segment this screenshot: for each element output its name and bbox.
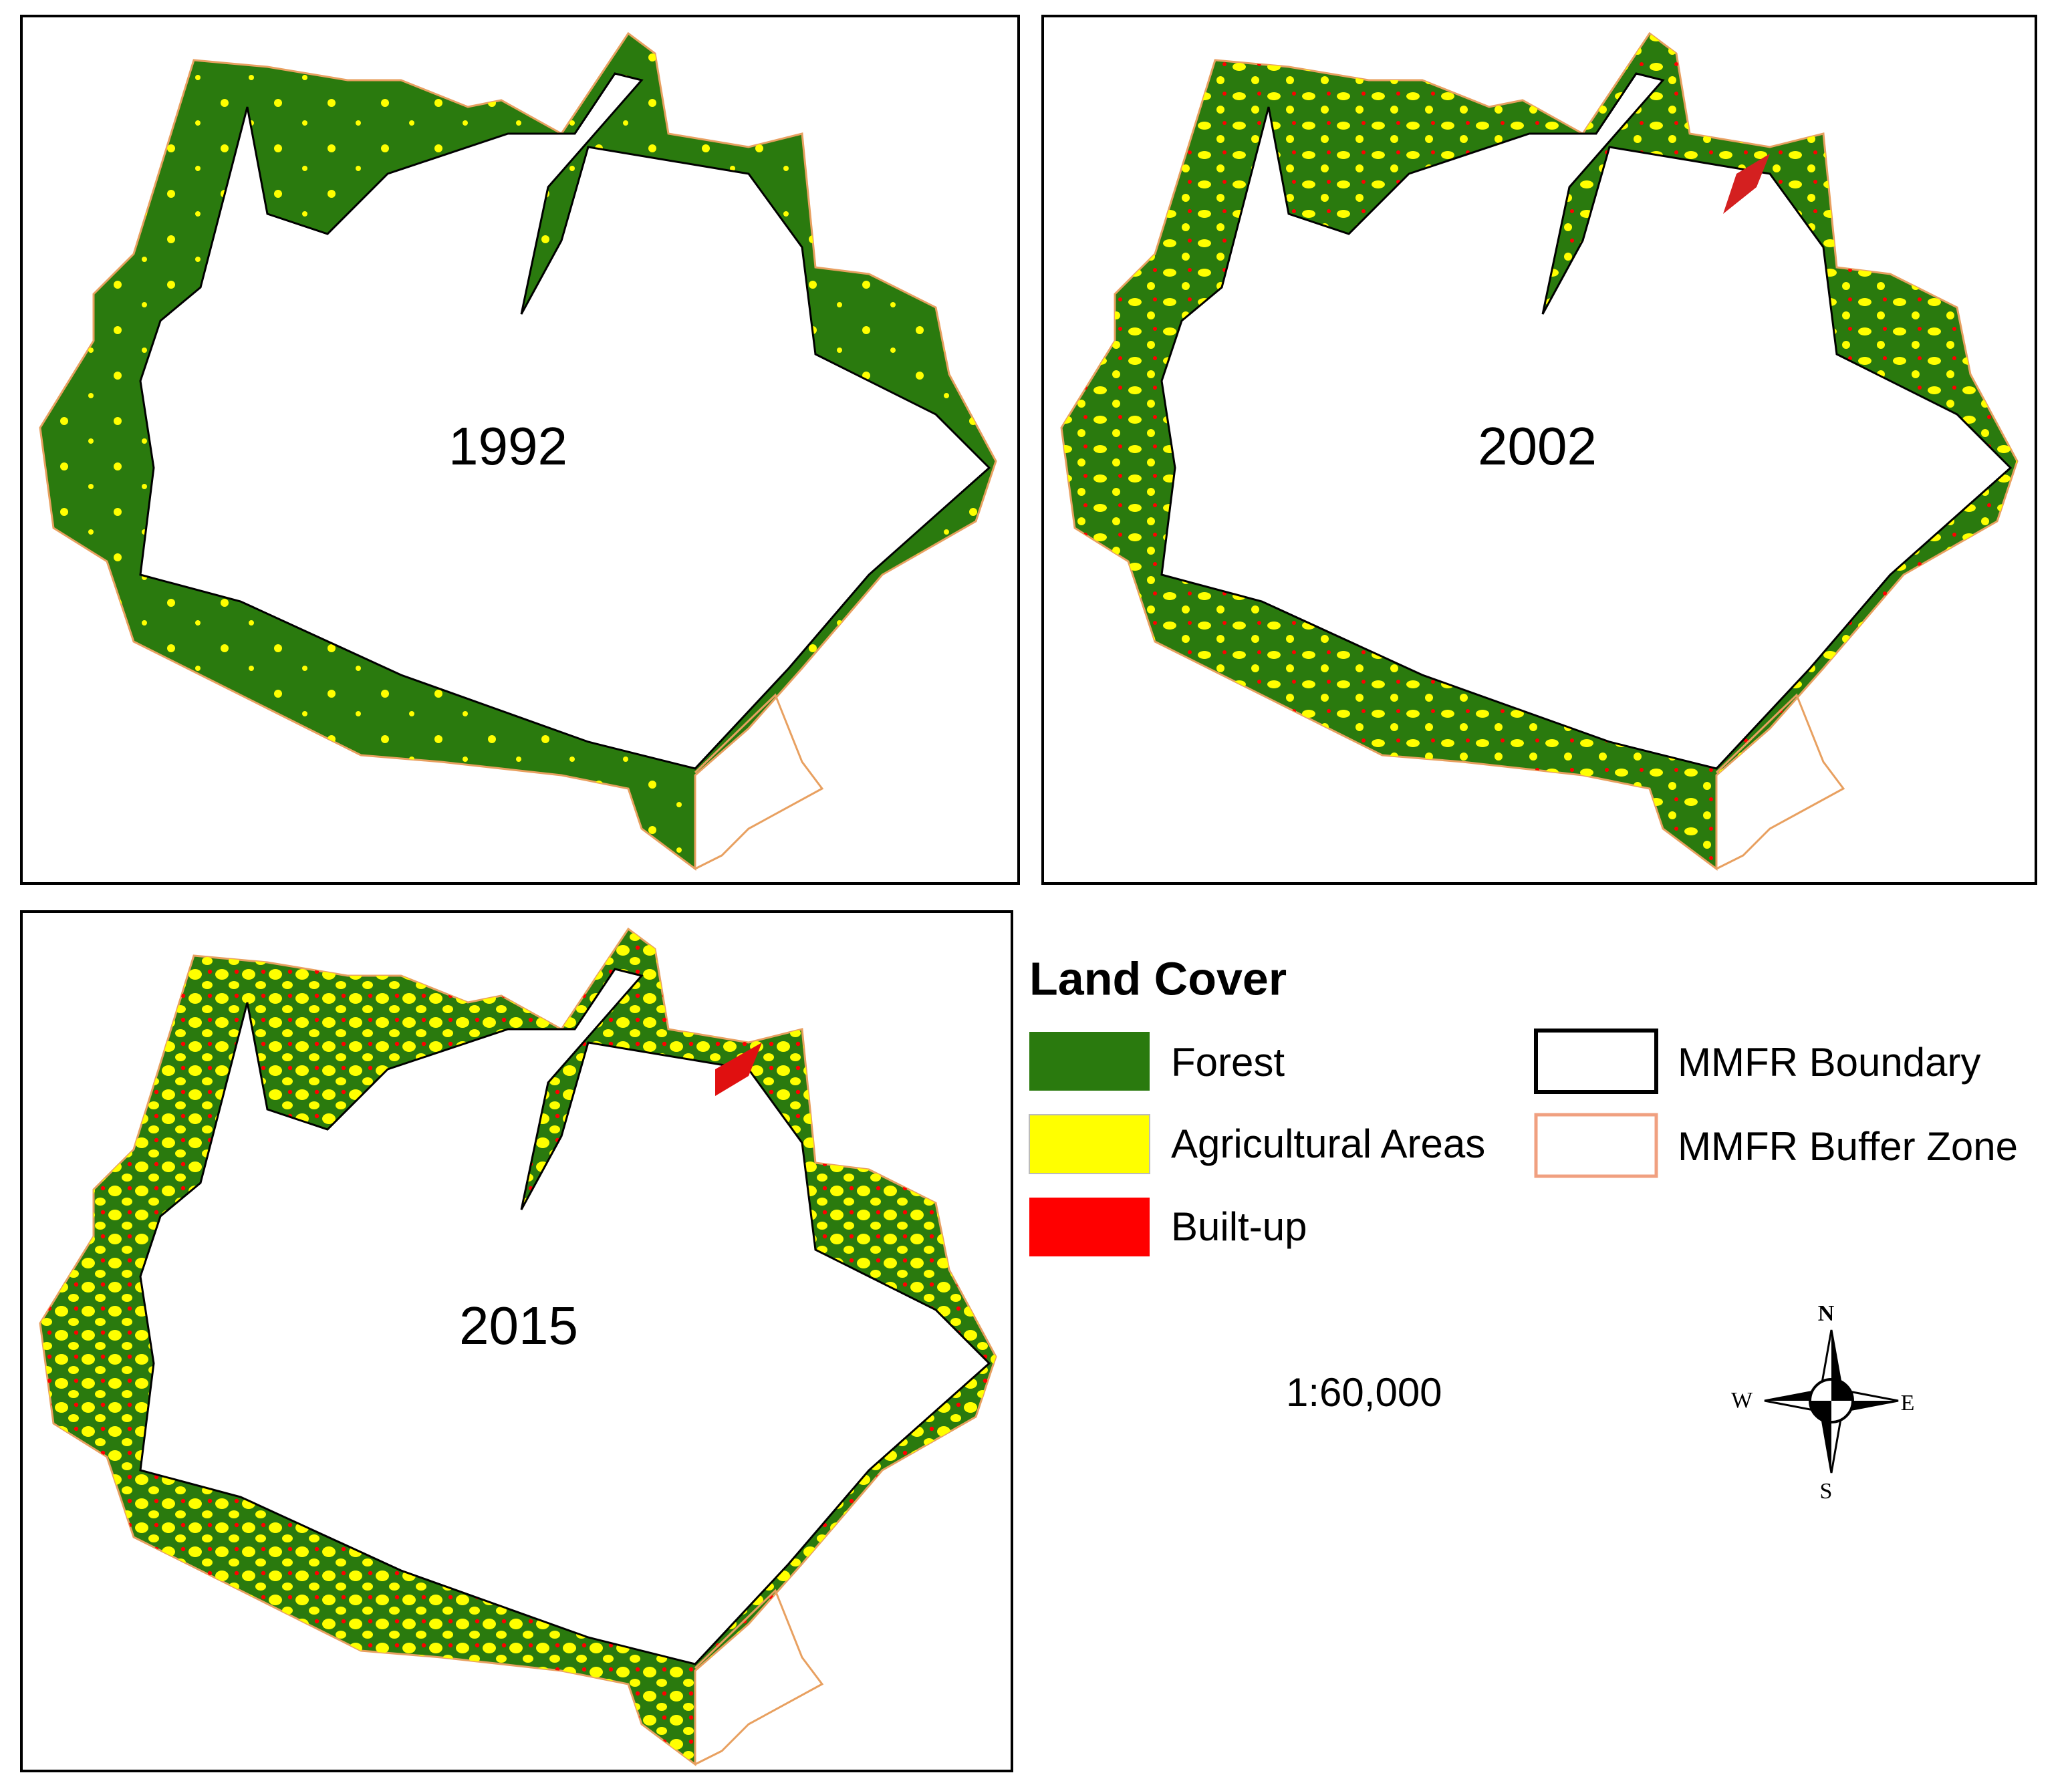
map-year-label: 2015 [459,1296,578,1355]
legend-label: Agricultural Areas [1171,1121,1485,1166]
legend-swatch [1534,1113,1658,1178]
compass-label: N [1818,1301,1835,1326]
map-panel-1992: 1992 [20,15,1020,885]
legend-swatch [1029,1198,1150,1256]
legend-label: Built-up [1171,1204,1307,1249]
legend-swatch [1029,1032,1150,1091]
scale-text: 1:60,000 [1286,1370,1442,1415]
legend-label: MMFR Boundary [1678,1040,1980,1085]
legend: Land Cover Forest Agricultural Areas Bui… [1029,952,2018,1256]
legend-swatch [1029,1114,1150,1174]
map-panel-2002: 2002 [1041,15,2037,885]
map-year-label: 2002 [1478,416,1597,476]
legend-label: Forest [1171,1040,1285,1085]
legend-label: MMFR Buffer Zone [1678,1124,2018,1169]
map-year-label: 1992 [448,416,567,476]
map-panel-2015: 2015 [20,910,1013,1772]
legend-title: Land Cover [1029,952,1287,1004]
compass-label: S [1820,1479,1833,1504]
compass: N S E W [1731,1301,1914,1504]
compass-label: W [1731,1388,1753,1413]
legend-swatch [1534,1029,1658,1094]
compass-label: E [1901,1391,1915,1415]
